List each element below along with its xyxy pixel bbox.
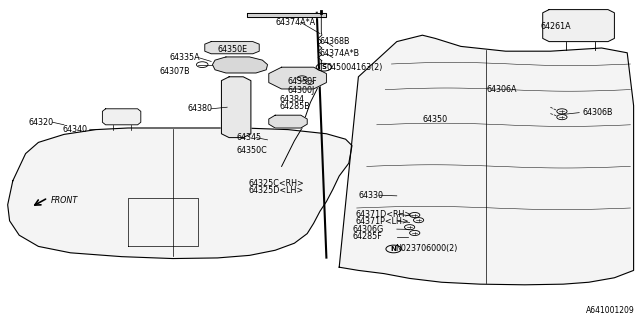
Text: 64307B: 64307B (160, 67, 191, 76)
Text: 64374A*A: 64374A*A (275, 18, 316, 27)
Text: 64371P<LH>: 64371P<LH> (355, 217, 409, 226)
Polygon shape (102, 109, 141, 125)
Text: 64384: 64384 (280, 95, 305, 104)
Text: 64374A*B: 64374A*B (320, 49, 360, 58)
Text: 64306A: 64306A (486, 85, 517, 94)
Text: 64340: 64340 (63, 125, 88, 134)
Text: 64345: 64345 (237, 133, 262, 142)
Text: 64306B: 64306B (582, 108, 613, 117)
Polygon shape (543, 10, 614, 42)
Text: 64285B: 64285B (280, 102, 310, 111)
Polygon shape (247, 13, 326, 17)
Text: 64300J: 64300J (288, 86, 316, 95)
Text: 64261A: 64261A (541, 22, 572, 31)
Text: 64330: 64330 (358, 191, 383, 200)
Text: 64325C<RH>: 64325C<RH> (248, 179, 304, 188)
Text: 64350: 64350 (422, 116, 447, 124)
Polygon shape (221, 77, 251, 138)
Polygon shape (8, 128, 352, 259)
Polygon shape (205, 42, 259, 54)
Text: 64325D<LH>: 64325D<LH> (248, 186, 303, 195)
Text: 64320: 64320 (29, 118, 54, 127)
Text: 64350F: 64350F (288, 77, 317, 86)
Text: N023706000(2): N023706000(2) (396, 244, 458, 253)
Text: 64371D<RH>: 64371D<RH> (355, 210, 412, 219)
Polygon shape (269, 115, 307, 128)
Text: FRONT: FRONT (51, 196, 79, 205)
Polygon shape (269, 67, 326, 89)
Text: 64350E: 64350E (218, 45, 248, 54)
Text: 64350C: 64350C (237, 146, 268, 155)
Polygon shape (212, 57, 268, 73)
Text: 64380: 64380 (188, 104, 212, 113)
Text: A641001209: A641001209 (586, 306, 635, 315)
Text: 64368B: 64368B (320, 37, 351, 46)
Text: 64285F: 64285F (353, 232, 382, 241)
Text: S: S (321, 64, 326, 70)
Text: 64306G: 64306G (353, 225, 384, 234)
Polygon shape (339, 35, 634, 285)
Text: 045004163(2): 045004163(2) (326, 63, 383, 72)
Text: N: N (390, 246, 397, 252)
Text: 64335A: 64335A (170, 53, 200, 62)
